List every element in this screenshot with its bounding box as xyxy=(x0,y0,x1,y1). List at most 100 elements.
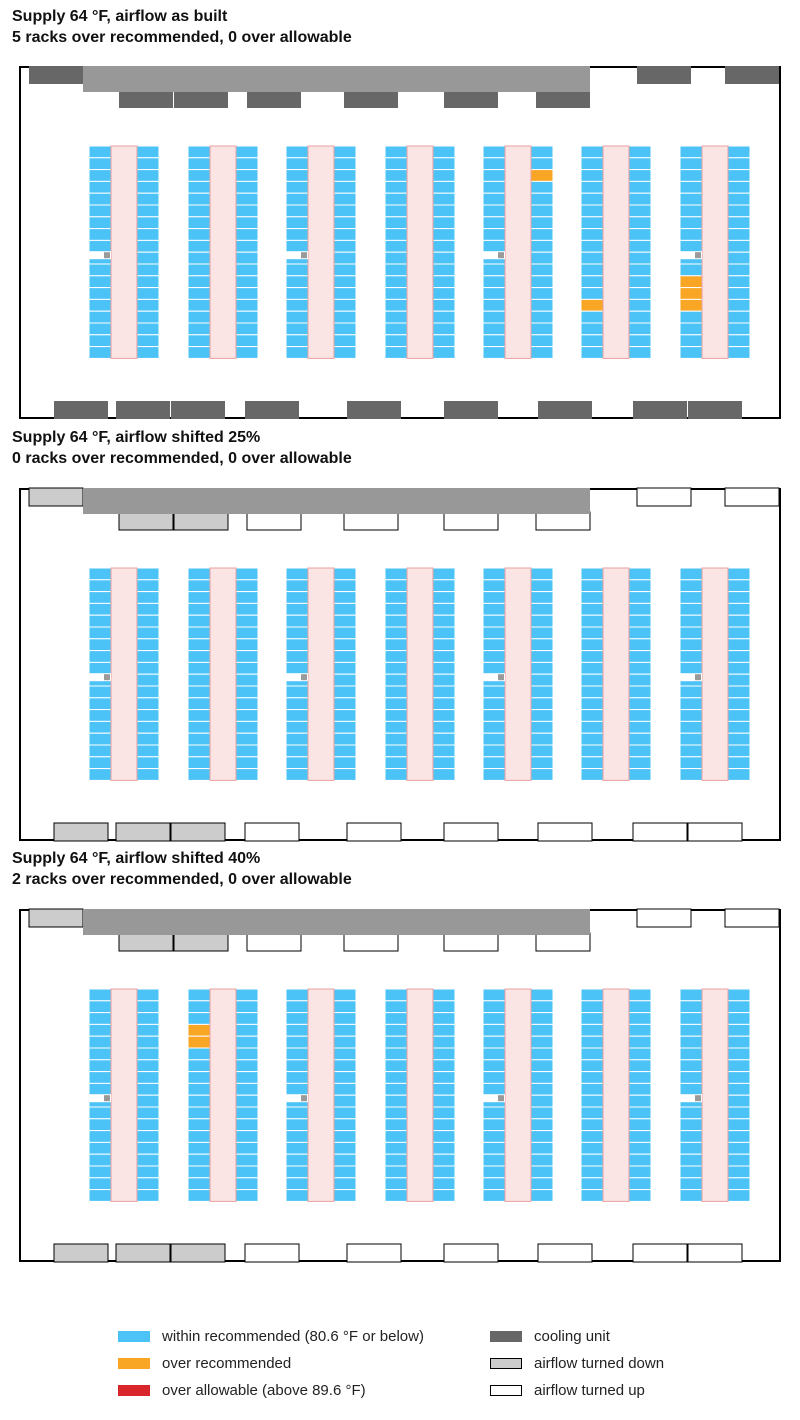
rack-left-14 xyxy=(580,298,604,312)
rack-right-1 xyxy=(432,145,456,159)
rack-left-18 xyxy=(285,768,309,781)
bottom-unit-6 xyxy=(444,401,498,419)
pdu-gap xyxy=(680,673,702,682)
rack-left-9 xyxy=(482,1082,506,1096)
rack-left-16 xyxy=(384,744,408,758)
legend-label-within: within recommended (80.6 °F or below) xyxy=(162,1327,424,1345)
rack-left-13 xyxy=(285,1130,309,1143)
rack-right-2 xyxy=(432,157,456,171)
rack-left-1 xyxy=(285,145,309,159)
pdu-gap xyxy=(680,1094,702,1103)
pdu-gap xyxy=(680,251,702,260)
rack-left-9 xyxy=(679,661,703,675)
rack-left-9 xyxy=(187,661,211,675)
rack-left-10 xyxy=(187,1094,211,1108)
rack-left-6 xyxy=(285,204,309,218)
rack-left-16 xyxy=(187,744,211,758)
rack-left-3 xyxy=(88,1012,112,1025)
rack-right-6 xyxy=(628,1047,652,1061)
hot-aisle xyxy=(504,145,532,359)
rack-right-9 xyxy=(727,239,751,253)
rack-right-9 xyxy=(530,239,554,253)
rack-right-1 xyxy=(136,988,160,1002)
pdu-gap xyxy=(483,251,505,260)
rack-row-1 xyxy=(88,567,160,781)
rack-left-18 xyxy=(187,346,211,359)
rack-left-16 xyxy=(679,1165,703,1179)
rack-right-10 xyxy=(530,251,554,265)
rack-left-6 xyxy=(580,626,604,640)
rack-right-11 xyxy=(333,263,357,277)
rack-right-12 xyxy=(628,1118,652,1132)
rack-left-15 xyxy=(285,732,309,746)
rack-right-17 xyxy=(432,1177,456,1191)
rack-right-4 xyxy=(333,180,357,194)
rack-right-10 xyxy=(235,251,259,265)
pdu-gap xyxy=(89,251,111,260)
rack-right-8 xyxy=(530,650,554,663)
rack-right-5 xyxy=(628,1035,652,1049)
legend-swatch-turned-up xyxy=(490,1384,522,1396)
rack-right-7 xyxy=(333,216,357,230)
rack-left-9 xyxy=(285,661,309,675)
rack-right-15 xyxy=(136,732,160,746)
rack-left-7 xyxy=(482,638,506,652)
rack-right-1 xyxy=(628,145,652,159)
rack-left-8 xyxy=(482,650,506,663)
legend-label-over-recommended: over recommended xyxy=(162,1354,292,1372)
hot-aisle xyxy=(406,145,434,359)
rack-right-4 xyxy=(628,180,652,194)
top-unit-5 xyxy=(344,90,398,108)
rack-left-8 xyxy=(88,1071,112,1084)
rack-left-6 xyxy=(88,204,112,218)
top-unit-6 xyxy=(443,932,499,952)
rack-left-14 xyxy=(88,1141,112,1155)
rack-right-8 xyxy=(727,228,751,241)
rack-right-14 xyxy=(727,720,751,734)
rack-right-11 xyxy=(530,1106,554,1120)
rack-right-18 xyxy=(530,768,554,781)
rack-left-10 xyxy=(384,1094,408,1108)
rack-right-17 xyxy=(628,334,652,348)
rack-left-3 xyxy=(88,591,112,604)
rack-left-14 xyxy=(187,298,211,312)
rack-left-4 xyxy=(187,1023,211,1037)
rack-right-5 xyxy=(235,614,259,628)
rack-left-1 xyxy=(482,988,506,1002)
rack-left-4 xyxy=(482,180,506,194)
rack-left-17 xyxy=(482,1177,506,1191)
rack-right-12 xyxy=(136,1118,160,1132)
rack-right-2 xyxy=(136,1000,160,1014)
rack-left-1 xyxy=(187,145,211,159)
rack-left-11 xyxy=(384,263,408,277)
rack-right-8 xyxy=(235,650,259,663)
rack-left-6 xyxy=(482,626,506,640)
rack-right-15 xyxy=(628,1153,652,1167)
rack-right-16 xyxy=(333,1165,357,1179)
rack-left-16 xyxy=(384,1165,408,1179)
rack-left-13 xyxy=(482,709,506,722)
rack-left-12 xyxy=(187,1118,211,1132)
rack-left-2 xyxy=(580,579,604,593)
rack-right-14 xyxy=(628,720,652,734)
bottom-unit-1 xyxy=(53,1243,109,1263)
rack-left-8 xyxy=(187,650,211,663)
rack-left-17 xyxy=(384,1177,408,1191)
rack-right-14 xyxy=(727,1141,751,1155)
rack-left-16 xyxy=(88,744,112,758)
rack-right-12 xyxy=(530,1118,554,1132)
rack-left-17 xyxy=(482,756,506,770)
room-floorplan-3 xyxy=(19,908,781,1263)
rack-left-11 xyxy=(187,263,211,277)
rack-right-14 xyxy=(628,298,652,312)
rack-left-8 xyxy=(384,228,408,241)
rack-left-3 xyxy=(679,169,703,182)
pdu-gap xyxy=(286,251,308,260)
rack-right-11 xyxy=(628,263,652,277)
rack-right-6 xyxy=(136,1047,160,1061)
rack-left-6 xyxy=(580,204,604,218)
rack-row-5 xyxy=(482,145,554,359)
hot-aisle xyxy=(406,988,434,1202)
panel-2-title-line2: 0 racks over recommended, 0 over allowab… xyxy=(12,450,352,467)
rack-right-13 xyxy=(628,709,652,722)
